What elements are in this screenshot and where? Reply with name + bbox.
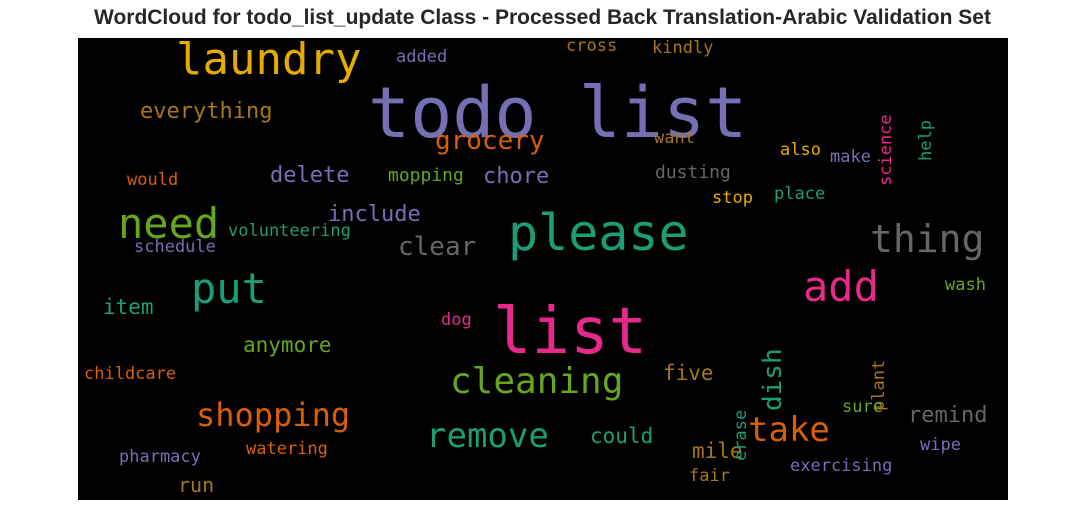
word-list: list: [493, 300, 647, 364]
word-also: also: [780, 142, 821, 159]
word-cleaning: cleaning: [450, 364, 623, 400]
word-cross: cross: [566, 38, 617, 55]
word-remind: remind: [908, 405, 987, 427]
word-dusting: dusting: [655, 164, 731, 182]
word-watering: watering: [246, 441, 328, 458]
word-exercising: exercising: [790, 458, 892, 475]
word-take: take: [748, 413, 830, 447]
word-make: make: [830, 149, 871, 166]
word-science: science: [878, 114, 895, 186]
word-delete: delete: [270, 165, 349, 187]
word-want: want: [654, 130, 695, 147]
word-volunteering: volunteering: [228, 223, 351, 240]
word-thing: thing: [870, 220, 984, 258]
word-run: run: [178, 475, 214, 495]
word-stop: stop: [712, 190, 753, 207]
word-place: place: [774, 186, 825, 203]
word-put: put: [191, 268, 267, 310]
word-add: add: [803, 266, 879, 308]
word-chore: chore: [483, 166, 549, 188]
word-sure: sure: [842, 399, 883, 416]
word-childcare: childcare: [84, 366, 176, 383]
word-shopping: shopping: [196, 399, 350, 431]
word-help: help: [918, 120, 935, 161]
word-dish: dish: [760, 348, 786, 411]
word-pharmacy: pharmacy: [119, 449, 201, 466]
word-anymore: anymore: [243, 335, 332, 356]
word-mopping: mopping: [388, 167, 464, 185]
word-could: could: [590, 426, 653, 447]
word-erase: erase: [733, 410, 750, 461]
word-schedule: schedule: [134, 239, 216, 256]
word-wipe: wipe: [920, 437, 961, 454]
word-grocery: grocery: [435, 128, 545, 154]
word-everything: everything: [140, 101, 272, 123]
word-kindly: kindly: [652, 40, 713, 57]
word-would: would: [127, 172, 178, 189]
word-wash: wash: [945, 277, 986, 294]
word-item: item: [103, 297, 154, 318]
word-laundry: laundry: [176, 38, 361, 82]
wordcloud-canvas: todo list list please laundry need put add thin…: [78, 38, 1008, 500]
word-fair: fair: [689, 468, 730, 485]
word-clear: clear: [398, 234, 476, 260]
chart-title: WordCloud for todo_list_update Class - P…: [0, 6, 1085, 30]
word-added: added: [396, 49, 447, 66]
word-dog: dog: [441, 312, 472, 329]
word-remove: remove: [426, 419, 549, 453]
word-five: five: [663, 363, 714, 384]
word-please: please: [508, 208, 689, 258]
